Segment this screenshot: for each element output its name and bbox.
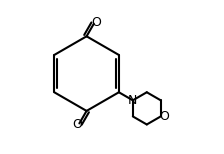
Text: N: N: [128, 94, 138, 107]
Text: O: O: [72, 118, 82, 131]
Text: O: O: [159, 110, 169, 123]
Text: O: O: [91, 16, 101, 29]
